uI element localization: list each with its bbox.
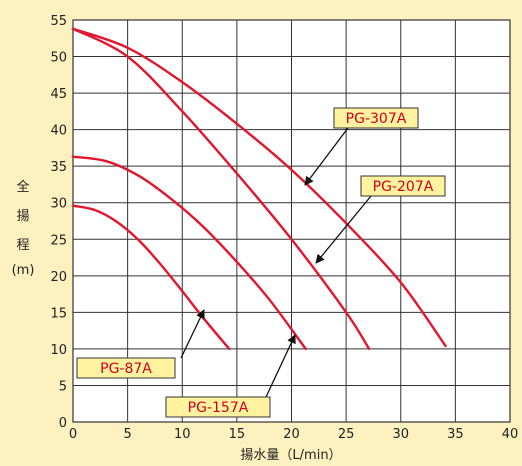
x-tick-label: 20 bbox=[283, 427, 300, 442]
label-pg-157a: PG-157A bbox=[188, 400, 249, 416]
x-tick-label: 40 bbox=[502, 427, 519, 442]
y-tick-label: 20 bbox=[50, 270, 67, 285]
y-axis-label-char-2: 揚 bbox=[16, 208, 29, 224]
x-tick-label: 35 bbox=[447, 427, 464, 442]
label-pg-87a: PG-87A bbox=[100, 361, 152, 377]
tick-labels: 0 5 10 15 20 25 30 35 40 0 5 10 15 20 25 30 35 40 45 50 55 bbox=[50, 14, 518, 442]
x-tick-label: 0 bbox=[69, 427, 77, 442]
label-box-pg-307a bbox=[333, 107, 419, 129]
x-tick-label: 10 bbox=[174, 427, 191, 442]
y-tick-label: 50 bbox=[50, 51, 67, 66]
y-tick-label: 10 bbox=[50, 343, 67, 358]
curve-pg-207a bbox=[71, 27, 371, 351]
y-tick-label: 5 bbox=[59, 379, 67, 394]
y-tick-label: 45 bbox=[50, 87, 67, 102]
x-tick-label: 15 bbox=[229, 427, 246, 442]
x-tick-label: 5 bbox=[123, 427, 131, 442]
y-tick-label: 25 bbox=[50, 233, 67, 248]
y-tick-label: 40 bbox=[50, 124, 67, 139]
y-tick-label: 15 bbox=[50, 306, 67, 321]
label-box-pg-157a bbox=[165, 396, 271, 418]
grid bbox=[73, 20, 510, 422]
y-tick-label: 35 bbox=[50, 160, 67, 175]
arrow-pg-307a bbox=[304, 127, 349, 186]
y-tick-label: 30 bbox=[50, 197, 67, 212]
x-tick-label: 25 bbox=[338, 427, 355, 442]
label-box-pg-87a bbox=[76, 357, 176, 379]
curves bbox=[71, 27, 447, 351]
label-pg-207a: PG-207A bbox=[373, 179, 434, 195]
annotations: PG-307A PG-207A PG-87A PG-157A bbox=[76, 107, 446, 418]
label-pg-307a: PG-307A bbox=[346, 111, 407, 127]
y-tick-label: 0 bbox=[59, 416, 67, 431]
y-axis-label-char-3: 程 bbox=[16, 238, 29, 253]
curve-pg-157a bbox=[71, 155, 307, 351]
curve-pg-307a bbox=[71, 27, 447, 348]
y-tick-label: 55 bbox=[50, 14, 67, 29]
label-box-pg-207a bbox=[360, 175, 446, 197]
x-tick-label: 30 bbox=[392, 427, 409, 442]
y-axis-label-unit: (m) bbox=[12, 263, 35, 278]
arrow-pg-207a bbox=[315, 195, 372, 264]
y-axis-label-char-1: 全 bbox=[16, 179, 29, 195]
arrow-pg-87a bbox=[180, 309, 205, 359]
arrow-pg-157a bbox=[265, 334, 296, 398]
x-axis-label: 揚水量（L/min） bbox=[240, 447, 341, 463]
